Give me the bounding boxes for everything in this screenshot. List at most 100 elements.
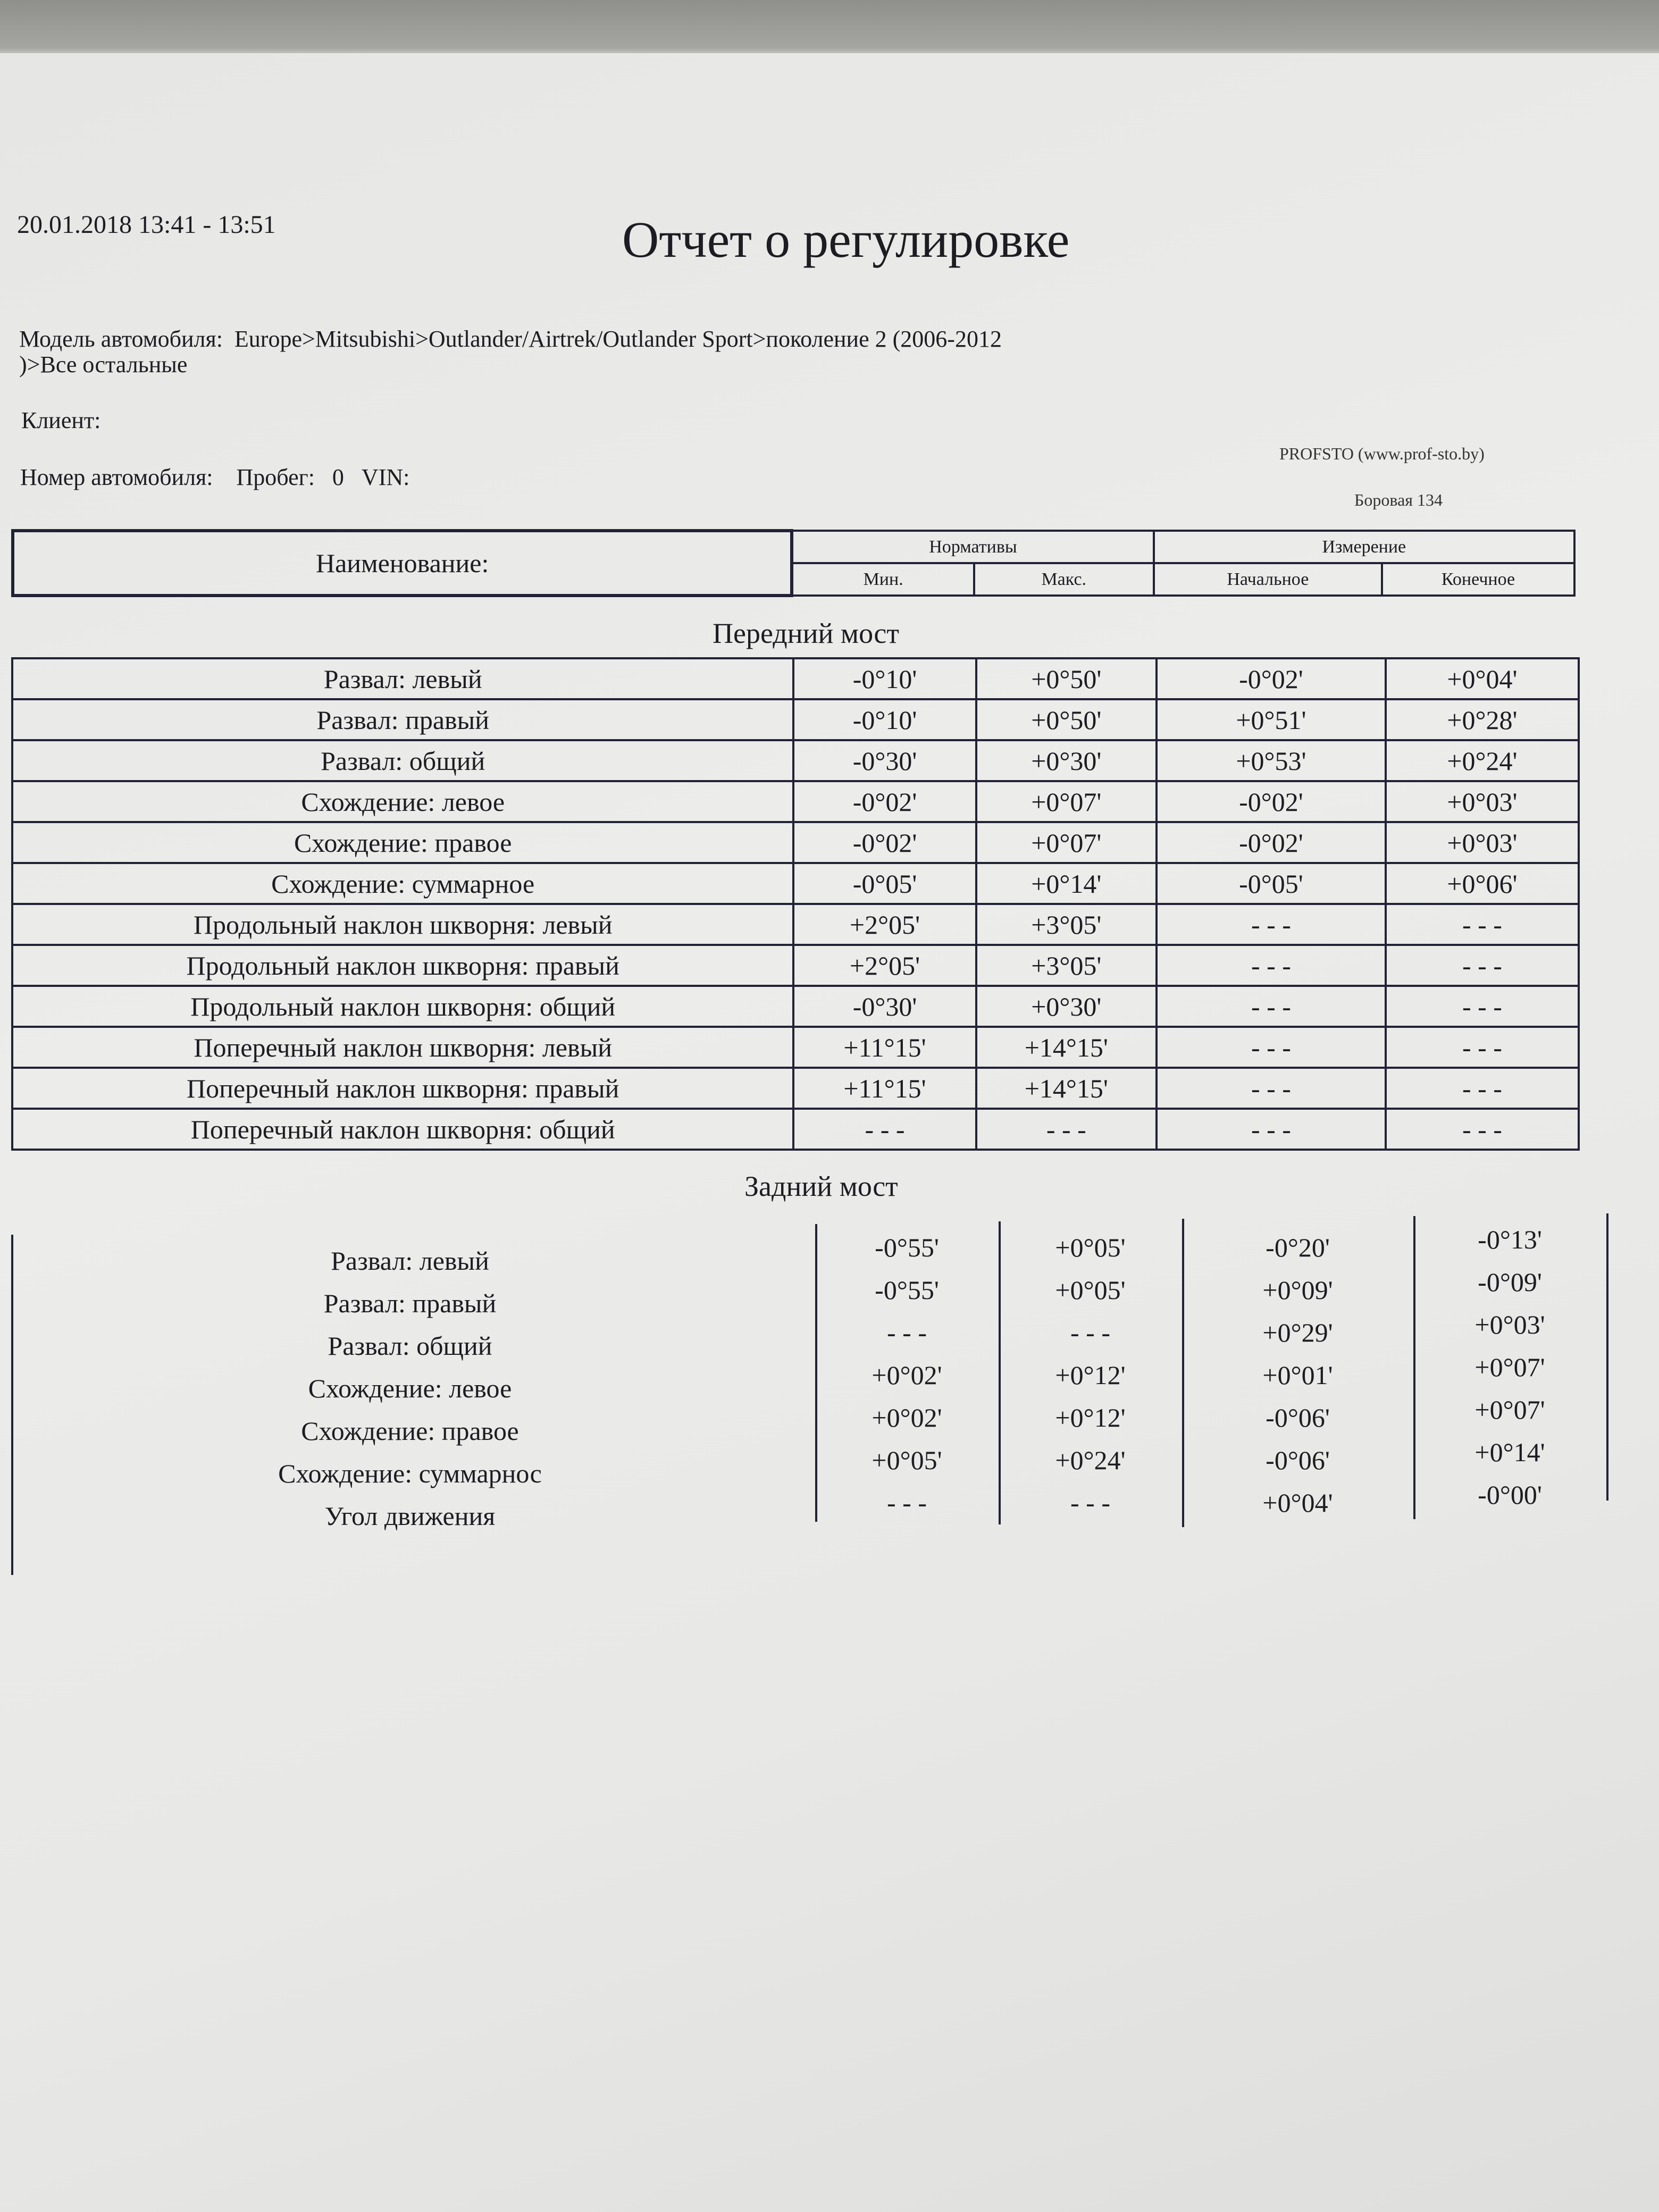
value-max: +0°24' <box>1055 1445 1126 1475</box>
value-max: +0°12' <box>1055 1403 1126 1432</box>
value-initial: -0°05' <box>1155 862 1387 905</box>
table-row: Развал: правый -0°10' +0°50' +0°51' +0°28' <box>11 698 1580 741</box>
value-min: -0°30' <box>792 739 977 782</box>
value-initial: -0°06' <box>1266 1445 1330 1475</box>
rear-divider <box>999 1221 1001 1524</box>
vehicle-info: Номер автомобиля: Пробег: 0 VIN: <box>20 464 409 491</box>
header-final: Конечное <box>1381 562 1576 597</box>
row-label: Поперечный наклон шкворня: левый <box>11 1026 795 1069</box>
value-initial: +0°01' <box>1262 1360 1333 1390</box>
table-row: Продольный наклон шкворня: правый +2°05' +… <box>11 944 1580 987</box>
value-max: +0°30' <box>975 739 1158 782</box>
value-max: +0°50' <box>975 698 1158 741</box>
table-row: Поперечный наклон шкворня: левый +11°15' +… <box>11 1026 1580 1069</box>
value-final: - - - <box>1384 1067 1580 1110</box>
table-row: Схождение: суммарнос +0°05' +0°24' -0°06' +0… <box>11 1437 1608 1495</box>
table-row: Схождение: левое -0°02' +0°07' -0°02' +0°03' <box>11 780 1580 823</box>
value-min: +2°05' <box>792 903 977 946</box>
value-min: +0°02' <box>872 1403 942 1432</box>
rear-axle-title: Задний мост <box>744 1170 898 1202</box>
table-row: Схождение: суммарное -0°05' +0°14' -0°05' +0… <box>11 862 1580 905</box>
table-row: Развал: левый -0°55' +0°05' -0°20' -0°13' <box>11 1225 1608 1283</box>
value-min: - - - <box>887 1318 927 1347</box>
value-initial: - - - <box>1155 903 1387 946</box>
value-final: +0°24' <box>1384 739 1580 782</box>
value-max: +14°15' <box>975 1067 1158 1110</box>
value-initial: -0°02' <box>1155 821 1387 864</box>
value-final: -0°09' <box>1478 1267 1542 1297</box>
plate-label: Номер автомобиля: <box>20 464 213 490</box>
value-final: +0°28' <box>1384 698 1580 741</box>
value-initial: - - - <box>1155 1108 1387 1151</box>
rear-border-right <box>1606 1213 1608 1501</box>
value-min: -0°55' <box>875 1233 939 1262</box>
model-label: Модель автомобиля: <box>19 326 223 352</box>
table-row: Развал: общий - - - - - - +0°29' +0°03' <box>11 1310 1608 1368</box>
value-min: - - - <box>792 1108 977 1151</box>
header-max: Макс. <box>973 562 1155 597</box>
row-label: Развал: левый <box>11 657 795 700</box>
value-max: +0°12' <box>1055 1360 1126 1390</box>
row-label: Схождение: левое <box>11 780 795 823</box>
value-max: - - - <box>1070 1318 1110 1347</box>
row-label: Продольный наклон шкворня: общий <box>11 985 795 1028</box>
value-max: +0°50' <box>975 657 1158 700</box>
row-label: Развал: правый <box>11 698 795 741</box>
row-label: Угол движения <box>324 1501 496 1531</box>
value-max: +3°05' <box>975 903 1158 946</box>
value-final: -0°00' <box>1478 1480 1542 1510</box>
row-label: Развал: левый <box>331 1246 489 1276</box>
value-min: +0°02' <box>872 1360 942 1390</box>
value-min: +11°15' <box>792 1067 977 1110</box>
value-initial: +0°53' <box>1155 739 1387 782</box>
model-value: Europe>Mitsubishi>Outlander/Airtrek/Outl… <box>234 326 1002 352</box>
company-name: PROFSTO (www.prof-sto.by) <box>1279 444 1485 463</box>
model-value-cont: )>Все остальные <box>19 351 188 378</box>
value-min: -0°02' <box>792 780 977 823</box>
row-label: Продольный наклон шкворня: правый <box>11 944 795 987</box>
table-row: Схождение: правое -0°02' +0°07' -0°02' +0°03… <box>11 821 1580 864</box>
value-initial: - - - <box>1155 1067 1387 1110</box>
value-final: - - - <box>1384 903 1580 946</box>
table-row: Угол движения - - - - - - +0°04' -0°00' <box>11 1480 1608 1538</box>
value-initial: +0°51' <box>1155 698 1387 741</box>
row-label: Поперечный наклон шкворня: правый <box>11 1067 795 1110</box>
table-row: Схождение: левое +0°02' +0°12' +0°01' +0°07' <box>11 1352 1608 1410</box>
value-max: +0°05' <box>1055 1275 1126 1305</box>
client-label: Клиент: <box>21 407 101 433</box>
row-label: Развал: общий <box>11 739 795 782</box>
value-final: +0°14' <box>1474 1437 1545 1467</box>
table-row: Развал: правый -0°55' +0°05' +0°09' -0°09' <box>11 1267 1608 1325</box>
header-min: Мин. <box>791 562 975 597</box>
table-header: Наименование: Нормативы Измерение Мин. М… <box>11 529 1576 597</box>
report-datetime: 20.01.2018 13:41 - 13:51 <box>17 211 276 239</box>
row-label: Схождение: правое <box>301 1416 519 1446</box>
value-final: +0°03' <box>1384 821 1580 864</box>
company-address: Боровая 134 <box>1354 490 1443 509</box>
value-final: +0°03' <box>1384 780 1580 823</box>
row-label: Схождение: суммарное <box>11 862 795 905</box>
value-final: -0°13' <box>1478 1225 1542 1254</box>
row-label: Схождение: левое <box>308 1373 512 1403</box>
value-final: +0°07' <box>1474 1352 1545 1382</box>
value-max: +0°14' <box>975 862 1158 905</box>
rear-divider <box>815 1224 817 1522</box>
value-initial: - - - <box>1155 1026 1387 1069</box>
table-row: Схождение: правое +0°02' +0°12' -0°06' +0°07… <box>11 1395 1608 1453</box>
value-min: -0°10' <box>792 657 977 700</box>
mileage-value: 0 <box>332 464 344 490</box>
value-initial: +0°09' <box>1262 1275 1333 1305</box>
value-final: +0°04' <box>1384 657 1580 700</box>
value-final: - - - <box>1384 985 1580 1028</box>
header-norms: Нормативы <box>791 530 1155 564</box>
value-min: +0°05' <box>872 1445 942 1475</box>
value-min: -0°02' <box>792 821 977 864</box>
value-final: +0°07' <box>1474 1395 1545 1425</box>
row-label: Продольный наклон шкворня: левый <box>11 903 795 946</box>
value-final: - - - <box>1384 1108 1580 1151</box>
value-max: - - - <box>975 1108 1158 1151</box>
value-initial: - - - <box>1155 985 1387 1028</box>
value-initial: -0°06' <box>1266 1403 1330 1432</box>
value-min: -0°05' <box>792 862 977 905</box>
value-final: +0°06' <box>1384 862 1580 905</box>
